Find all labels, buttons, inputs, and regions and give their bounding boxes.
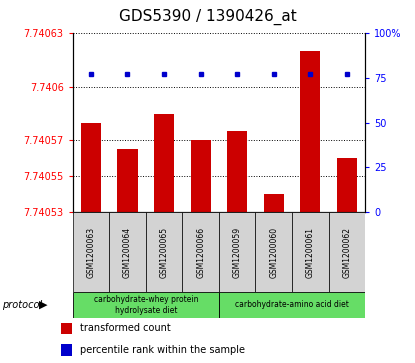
- Text: protocol: protocol: [2, 300, 42, 310]
- Bar: [227, 131, 247, 212]
- Bar: [300, 51, 320, 212]
- Text: ▶: ▶: [39, 300, 48, 310]
- Bar: [219, 212, 256, 292]
- Text: GSM1200065: GSM1200065: [159, 227, 168, 278]
- Bar: [117, 150, 137, 212]
- Bar: [61, 323, 72, 334]
- Bar: [146, 212, 182, 292]
- Text: GSM1200063: GSM1200063: [86, 227, 95, 278]
- Bar: [292, 212, 329, 292]
- Bar: [73, 292, 219, 318]
- Bar: [109, 212, 146, 292]
- Bar: [182, 212, 219, 292]
- Bar: [219, 292, 365, 318]
- Text: GSM1200066: GSM1200066: [196, 227, 205, 278]
- Text: carbohydrate-amino acid diet: carbohydrate-amino acid diet: [235, 301, 349, 309]
- Text: GDS5390 / 1390426_at: GDS5390 / 1390426_at: [119, 9, 296, 25]
- Bar: [190, 140, 211, 212]
- Text: GSM1200062: GSM1200062: [342, 227, 352, 278]
- Text: transformed count: transformed count: [80, 323, 171, 334]
- Bar: [73, 212, 109, 292]
- Bar: [256, 212, 292, 292]
- Bar: [329, 212, 365, 292]
- Bar: [264, 194, 284, 212]
- Text: GSM1200059: GSM1200059: [233, 227, 242, 278]
- Text: GSM1200064: GSM1200064: [123, 227, 132, 278]
- Bar: [61, 344, 72, 356]
- Text: percentile rank within the sample: percentile rank within the sample: [80, 345, 245, 355]
- Bar: [81, 123, 101, 212]
- Text: GSM1200061: GSM1200061: [306, 227, 315, 278]
- Text: GSM1200060: GSM1200060: [269, 227, 278, 278]
- Text: carbohydrate-whey protein
hydrolysate diet: carbohydrate-whey protein hydrolysate di…: [93, 295, 198, 315]
- Bar: [337, 158, 357, 212]
- Bar: [154, 114, 174, 212]
